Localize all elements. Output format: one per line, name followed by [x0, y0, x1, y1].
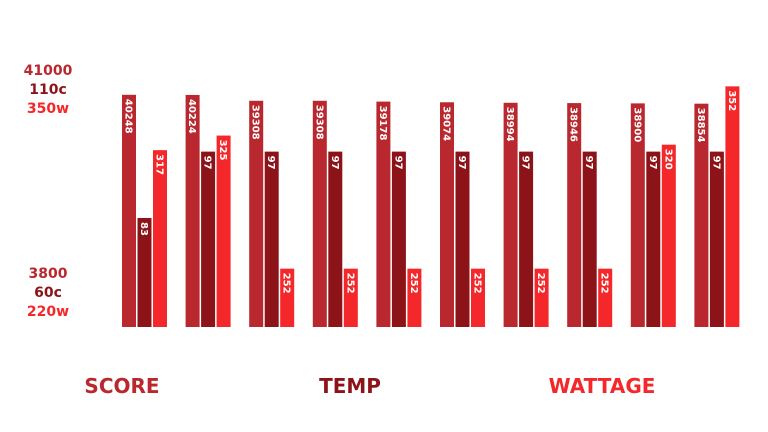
bar [455, 151, 470, 327]
bar [709, 151, 724, 327]
bar [694, 103, 709, 328]
value-label: 97 [583, 156, 594, 170]
bar [280, 268, 295, 327]
value-label: 38900 [631, 107, 642, 142]
value-label: 252 [599, 273, 610, 294]
y-tick-label: 3800 [29, 266, 68, 282]
bar [598, 268, 613, 327]
bar [328, 151, 343, 327]
value-label: 38994 [504, 107, 515, 142]
bar [630, 103, 645, 328]
value-label: 39308 [250, 105, 261, 140]
y-tick-label: 110c [29, 82, 67, 98]
value-label: 97 [265, 156, 276, 170]
value-label: 39308 [313, 105, 324, 140]
bar [440, 102, 454, 328]
value-label: 252 [535, 273, 546, 294]
value-label: 252 [281, 273, 292, 294]
bar [343, 268, 358, 327]
bar [519, 151, 534, 327]
bar [407, 268, 422, 327]
value-label: 83 [138, 222, 149, 236]
value-label: 97 [710, 156, 721, 170]
bar [249, 100, 264, 327]
value-label: 97 [520, 156, 531, 170]
value-label: 252 [472, 273, 483, 294]
bar [582, 151, 597, 327]
value-label: 40224 [186, 99, 197, 134]
value-label: 97 [202, 156, 213, 170]
bar [725, 86, 740, 327]
bar [122, 94, 136, 327]
value-label: 325 [217, 140, 228, 161]
value-label: 38946 [568, 107, 579, 142]
legend-entry: WATTAGE [549, 374, 656, 398]
bar [471, 268, 485, 327]
value-label: 320 [662, 149, 673, 170]
value-label: 317 [154, 154, 165, 175]
value-label: 39074 [441, 106, 452, 141]
bar [312, 100, 327, 327]
y-tick-label: 350w [27, 101, 69, 117]
value-label: 40248 [123, 99, 134, 134]
value-label: 252 [408, 273, 419, 294]
bar [534, 268, 549, 327]
bar [567, 103, 582, 327]
value-label: 352 [726, 90, 737, 111]
bar [137, 217, 152, 327]
y-tick-label: 60c [34, 285, 62, 301]
bar [153, 150, 167, 327]
bar [185, 94, 200, 327]
bar [264, 151, 279, 327]
value-label: 38854 [695, 108, 706, 143]
bar [503, 102, 518, 328]
value-label: 97 [392, 156, 403, 170]
bar [376, 101, 391, 327]
y-tick-label: 220w [27, 304, 69, 320]
value-label: 97 [329, 156, 340, 170]
value-label: 39178 [377, 106, 388, 141]
value-label: 97 [456, 156, 467, 170]
legend-entry: SCORE [84, 374, 159, 398]
bar [391, 151, 406, 327]
bar [661, 144, 676, 327]
bar [216, 135, 231, 327]
bar [646, 151, 661, 327]
value-label: 252 [344, 273, 355, 294]
value-label: 97 [647, 156, 658, 170]
y-tick-label: 41000 [24, 63, 73, 79]
bar [201, 151, 216, 327]
legend-entry: TEMP [319, 374, 381, 398]
